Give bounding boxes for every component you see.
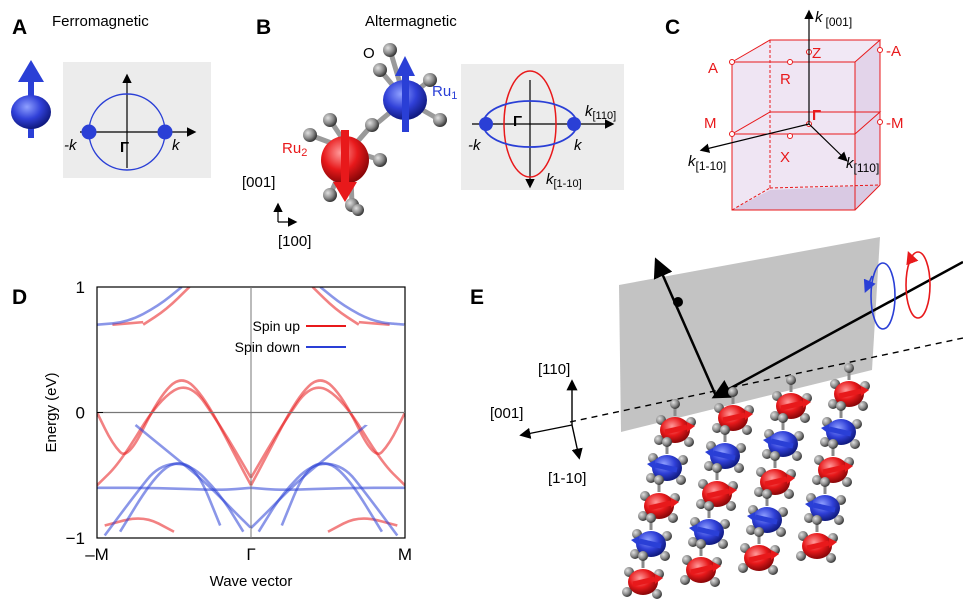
- b-k-pos-point: [567, 117, 581, 131]
- reflected-beam: [653, 257, 718, 397]
- panel-c-letter: C: [665, 16, 680, 39]
- band-spin-down-9: [280, 462, 384, 533]
- band-spin-up-0: [97, 379, 253, 486]
- y-axis-label: Energy (eV): [43, 372, 60, 452]
- axis-110-label: [110]: [538, 361, 570, 378]
- x-tick-label-1: Γ: [246, 545, 255, 564]
- panel-d-letter: D: [12, 286, 27, 309]
- bz-label-minus-m: -M: [886, 115, 904, 132]
- panel-b-k110: k[110]: [585, 103, 616, 122]
- panel-b-title: Altermagnetic: [365, 13, 457, 30]
- panel-c-k1m10: k[1-10]: [688, 153, 726, 173]
- b-k-neg-point: [479, 117, 493, 131]
- y-tick-label-1: 0: [76, 404, 85, 423]
- panel-a-inset: [63, 62, 211, 178]
- axis-001-label: [001]: [242, 174, 275, 191]
- panel-b-k1m10: k[1-10]: [546, 171, 582, 190]
- bz-label-a: A: [708, 60, 718, 77]
- panel-c: C k [001]: [665, 9, 904, 211]
- band-spin-down-1: [319, 287, 405, 326]
- axis-001-label-e: [001]: [490, 405, 523, 422]
- band-spin-up-1: [249, 379, 405, 486]
- bz-label-r: R: [780, 71, 791, 88]
- panel-c-axes: [699, 9, 848, 162]
- bz-label-minus-a: -A: [886, 43, 901, 60]
- band-spin-up-9: [327, 517, 398, 533]
- surface-direction-line: [569, 337, 963, 423]
- panel-b-inset-axes: [472, 80, 615, 189]
- x-tick-label-2: M: [398, 545, 412, 564]
- band-spin-down-7: [250, 486, 405, 491]
- scattering-plane: [619, 237, 880, 432]
- band-spin-down-8: [118, 462, 222, 533]
- legend-label-0: Spin up: [253, 318, 301, 334]
- panel-a-gamma: Γ: [120, 139, 129, 156]
- panel-a-k-neg: -k: [64, 137, 78, 154]
- y-tick-label-0: 1: [76, 278, 85, 297]
- band-spin-up-2: [97, 386, 253, 487]
- panel-e-letter: E: [470, 286, 484, 309]
- panel-a-axes: [80, 73, 197, 168]
- ruo2-lattice: [622, 363, 870, 599]
- panel-e: E [110] [001] [1-10]: [470, 237, 963, 599]
- band-spin-down-2: [134, 424, 252, 529]
- polarization-blue: [870, 262, 896, 330]
- k-pos-point: [157, 124, 173, 140]
- y-ticks: 1 0 −1: [66, 278, 103, 548]
- x-axis-label: Wave vector: [210, 573, 293, 590]
- x-tick-label-0: –M: [85, 545, 109, 564]
- panel-b-letter: B: [256, 16, 271, 39]
- panel-a-title: Ferromagnetic: [52, 13, 149, 30]
- ruo2-structure: [303, 43, 447, 216]
- bz-label-x: X: [780, 149, 790, 166]
- axis-1m10-label: [1-10]: [548, 470, 586, 487]
- band-spin-down-0: [97, 287, 183, 326]
- band-spin-up-5: [311, 287, 360, 326]
- ru1-label: Ru1: [432, 83, 457, 102]
- bz-label-gamma: Γ: [812, 107, 821, 124]
- detector-dot: [673, 297, 683, 307]
- band-spin-up-4: [142, 287, 191, 326]
- spin-up-ellipse: [503, 70, 557, 178]
- panel-a-letter: A: [12, 16, 27, 39]
- panel-a-k-pos: k: [172, 137, 181, 154]
- band-spin-up-8: [104, 517, 175, 533]
- band-spin-up-3: [249, 386, 405, 487]
- panel-b-axes: [273, 202, 298, 227]
- panel-b-gamma: Γ: [513, 113, 522, 130]
- chart-bands: [97, 287, 405, 537]
- band-spin-down-3: [250, 424, 368, 529]
- panel-d: D 1 0 −1 –M Γ M Wave vector Energy (eV) Spin…: [12, 278, 412, 590]
- x-ticks: –M Γ M: [85, 545, 412, 564]
- panel-c-kz: k [001]: [815, 9, 852, 29]
- band-spin-down-6: [97, 486, 252, 491]
- bz-label-z: Z: [812, 45, 821, 62]
- panel-b-k-pos: k: [574, 137, 583, 154]
- ru2-label: Ru2: [282, 140, 307, 159]
- panel-a: A Ferromagnetic -k k Γ: [11, 13, 211, 178]
- ferromagnetic-spin-atom: [11, 60, 51, 138]
- panel-b: B Altermagnetic: [242, 13, 624, 250]
- k-neg-point: [81, 124, 97, 140]
- panel-c-k110: k[110]: [846, 155, 879, 175]
- panel-e-axes: [519, 379, 583, 460]
- axis-100-label: [100]: [278, 233, 311, 250]
- oxygen-label: O: [363, 45, 375, 62]
- legend: Spin up Spin down: [235, 318, 346, 355]
- incident-beam: [711, 260, 963, 399]
- bz-label-m: M: [704, 115, 717, 132]
- panel-b-k-neg: -k: [468, 137, 482, 154]
- y-tick-label-2: −1: [66, 529, 85, 548]
- legend-label-1: Spin down: [235, 339, 300, 355]
- bz-plane: [732, 185, 880, 210]
